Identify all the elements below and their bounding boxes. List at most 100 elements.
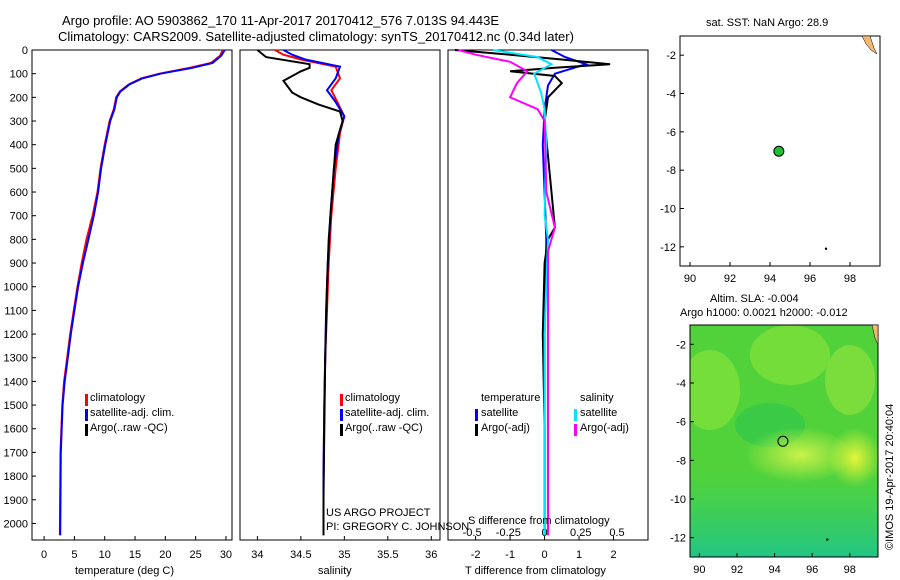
salinity-panel [239,49,441,541]
t-difference-xlabel: T difference from climatology [465,565,606,577]
x-tick-label: 15 [129,549,141,561]
difference-panel [447,49,649,541]
depth-tick-label: 300 [10,116,28,128]
argo-float-marker-sla [777,435,789,447]
depth-tick-label: 1200 [4,329,28,341]
depth-tick-label: 400 [10,140,28,152]
pi-label: PI: GREGORY C. JOHNSON [326,521,469,533]
sla-heatmap [690,325,878,557]
map-x-tick-label: 96 [804,273,816,285]
series-line [283,49,346,536]
x-tick-label: 20 [159,549,171,561]
salinity-xlabel: salinity [318,565,352,577]
x-tick-label: 30 [220,549,232,561]
depth-tick-label: 1100 [4,305,28,317]
s-tick-label: -0.25 [496,527,521,539]
depth-tick-label: 0 [22,45,28,57]
depth-tick-label: 200 [10,92,28,104]
map-y-tick-label: -10 [670,494,686,506]
temp-legend-argo: Argo(..raw -QC) [90,422,168,434]
temp-legend-clim: climatology [90,392,146,404]
island-marker [826,538,829,541]
series-line [454,49,611,536]
series-line [492,49,554,536]
diff-legend-s-sat: satellite [580,407,617,419]
x-tick-label: 25 [190,549,202,561]
depth-tick-label: 1000 [4,282,28,294]
depth-tick-label: 1700 [4,447,28,459]
diff-legend-sal-header: salinity [580,392,614,404]
legend-swatch [574,409,577,421]
map-y-tick-label: -2 [676,339,686,351]
diff-legend-t-argo: Argo(-adj) [481,422,530,434]
temperature-panel [31,49,233,541]
depth-tick-label: 1500 [4,400,28,412]
x-tick-label: 2 [610,549,616,561]
diff-legend-temp-header: temperature [481,392,540,404]
depth-tick-label: 2000 [4,518,28,530]
map-y-tick-label: -12 [660,242,676,254]
sal-legend-argo: Argo(..raw -QC) [345,422,423,434]
map-x-tick-label: 92 [724,273,736,285]
map-y-tick-label: -8 [676,455,686,467]
depth-tick-label: 1900 [4,495,28,507]
x-tick-label: 5 [71,549,77,561]
series-line [274,49,346,536]
legend-swatch [475,424,478,436]
series-line [59,49,226,536]
sla-coastline [871,324,879,346]
header-line2: Climatology: CARS2009. Satellite-adjuste… [58,29,574,44]
series-line [458,49,556,536]
x-tick-label: 0 [541,549,547,561]
map-x-tick-label: 92 [731,564,743,576]
x-tick-label: -1 [505,549,515,561]
sla-map-title: Altim. SLA: -0.004 [710,293,799,305]
x-tick-label: 36 [425,549,437,561]
map-x-tick-label: 96 [806,564,818,576]
map-y-tick-label: -6 [666,127,676,139]
s-tick-label: -0.5 [463,527,482,539]
map-x-tick-label: 98 [844,564,856,576]
map-y-tick-label: -10 [660,204,676,216]
series-line [541,49,590,536]
sst-coastline [861,35,878,55]
depth-tick-label: 900 [10,258,28,270]
series-line [58,49,224,536]
sal-legend-clim: climatology [345,392,401,404]
legend-swatch [340,424,343,436]
s-difference-xlabel: S difference from climatology [468,515,610,527]
depth-tick-label: 100 [10,69,28,81]
map-y-tick-label: -4 [666,89,676,101]
map-x-tick-label: 90 [684,273,696,285]
argo-float-marker [773,145,785,157]
depth-tick-label: 1800 [4,471,28,483]
x-tick-label: 10 [99,549,111,561]
x-tick-label: 35.5 [377,549,398,561]
map-x-tick-label: 94 [768,564,780,576]
s-tick-label: 0.5 [609,527,624,539]
temperature-xlabel: temperature (deg C) [75,565,174,577]
map-y-tick-label: -4 [676,378,686,390]
map-y-tick-label: -12 [670,533,686,545]
map-y-tick-label: -2 [666,50,676,62]
legend-swatch [85,409,88,421]
series-line [256,49,344,536]
depth-tick-label: 1600 [4,424,28,436]
credit-label: ©IMOS 19-Apr-2017 20:40:04 [884,404,896,550]
map-x-tick-label: 98 [844,273,856,285]
island-marker [824,247,828,250]
diff-legend-s-argo: Argo(-adj) [580,422,629,434]
sal-legend-sat: satellite-adj. clim. [345,407,429,419]
depth-tick-label: 700 [10,211,28,223]
x-tick-label: 34 [251,549,263,561]
s-tick-label: 0.25 [570,527,591,539]
map-y-tick-label: -6 [676,417,686,429]
sst-map-title: sat. SST: NaN Argo: 28.9 [706,17,828,29]
x-tick-label: 35 [338,549,350,561]
temp-legend-sat: satellite-adj. clim. [90,407,174,419]
legend-swatch [340,409,343,421]
map-x-tick-label: 90 [693,564,705,576]
legend-swatch [340,394,343,406]
depth-tick-label: 1300 [4,353,28,365]
